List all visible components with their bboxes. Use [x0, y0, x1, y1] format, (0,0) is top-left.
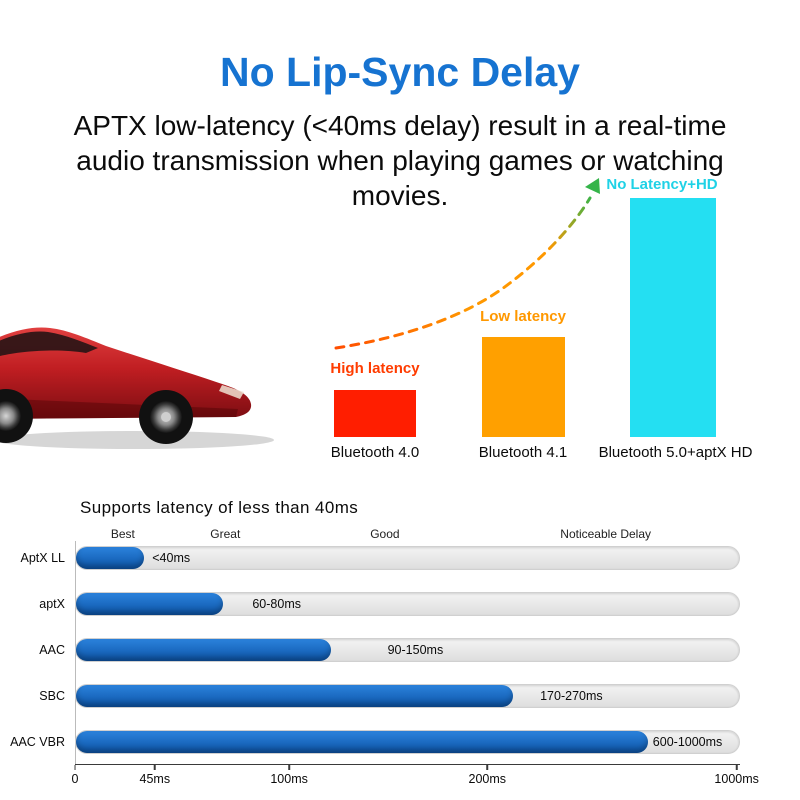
latency-chart-title: Supports latency of less than 40ms	[80, 498, 358, 518]
latency-value: <40ms	[152, 547, 190, 569]
latency-fill	[76, 547, 144, 569]
x-tick-label: 200ms	[469, 772, 507, 786]
tick-mark	[487, 765, 489, 770]
latency-rows: AptX LL <40ms aptX 60-80ms AAC 90-150ms …	[0, 546, 800, 776]
latency-track: <40ms	[75, 546, 740, 570]
x-axis: 0 45ms 100ms 200ms 1000ms	[75, 764, 740, 788]
quality-header: Good	[370, 527, 399, 541]
bt-bar	[630, 198, 716, 437]
x-tick: 200ms	[469, 765, 507, 786]
bt-bar	[482, 337, 565, 437]
page-title: No Lip-Sync Delay	[0, 49, 800, 96]
bt-bar-caption: High latency	[315, 360, 435, 377]
sports-car-image	[0, 286, 280, 458]
codec-label: aptX	[0, 597, 75, 611]
x-tick: 0	[72, 765, 79, 786]
quality-header: Best	[111, 527, 135, 541]
bt-bar	[334, 390, 416, 437]
latency-fill	[76, 685, 513, 707]
quality-header: Great	[210, 527, 240, 541]
latency-row: aptX 60-80ms	[0, 592, 800, 616]
latency-fill	[76, 731, 648, 753]
bt-x-label: Bluetooth 4.0	[305, 444, 445, 461]
quality-header-row: Best Great Good Noticeable Delay	[75, 527, 740, 541]
codec-label: AptX LL	[0, 551, 75, 565]
car-illustration	[0, 286, 280, 458]
x-tick: 1000ms	[714, 765, 758, 786]
latency-track: 60-80ms	[75, 592, 740, 616]
tick-mark	[736, 765, 738, 770]
x-tick-label: 0	[72, 772, 79, 786]
latency-row: SBC 170-270ms	[0, 684, 800, 708]
latency-fill	[76, 639, 331, 661]
front-wheel	[139, 390, 193, 444]
bt-bar-caption: No Latency+HD	[596, 176, 728, 193]
codec-label: AAC	[0, 643, 75, 657]
bt-bar-caption: Low latency	[463, 308, 583, 325]
x-tick-label: 45ms	[140, 772, 171, 786]
tick-mark	[154, 765, 156, 770]
latency-row: AAC 90-150ms	[0, 638, 800, 662]
tick-mark	[74, 765, 76, 770]
latency-track: 170-270ms	[75, 684, 740, 708]
latency-value: 60-80ms	[252, 593, 301, 615]
tick-mark	[288, 765, 290, 770]
latency-fill	[76, 593, 223, 615]
bt-x-label: Bluetooth 4.1	[453, 444, 593, 461]
latency-track: 600-1000ms	[75, 730, 740, 754]
codec-label: AAC VBR	[0, 735, 75, 749]
latency-value: 600-1000ms	[653, 731, 723, 753]
x-tick: 45ms	[140, 765, 171, 786]
x-tick: 100ms	[270, 765, 308, 786]
latency-value: 90-150ms	[388, 639, 444, 661]
x-tick-label: 1000ms	[714, 772, 758, 786]
latency-row: AAC VBR 600-1000ms	[0, 730, 800, 754]
codec-label: SBC	[0, 689, 75, 703]
latency-value: 170-270ms	[540, 685, 603, 707]
bluetooth-latency-chart: High latency Low latency No Latency+HD B…	[300, 168, 780, 468]
bt-x-label: Bluetooth 5.0+aptX HD	[588, 444, 763, 461]
x-tick-label: 100ms	[270, 772, 308, 786]
latency-track: 90-150ms	[75, 638, 740, 662]
latency-row: AptX LL <40ms	[0, 546, 800, 570]
quality-header: Noticeable Delay	[560, 527, 651, 541]
promo-page: No Lip-Sync Delay APTX low-latency (<40m…	[0, 0, 800, 800]
